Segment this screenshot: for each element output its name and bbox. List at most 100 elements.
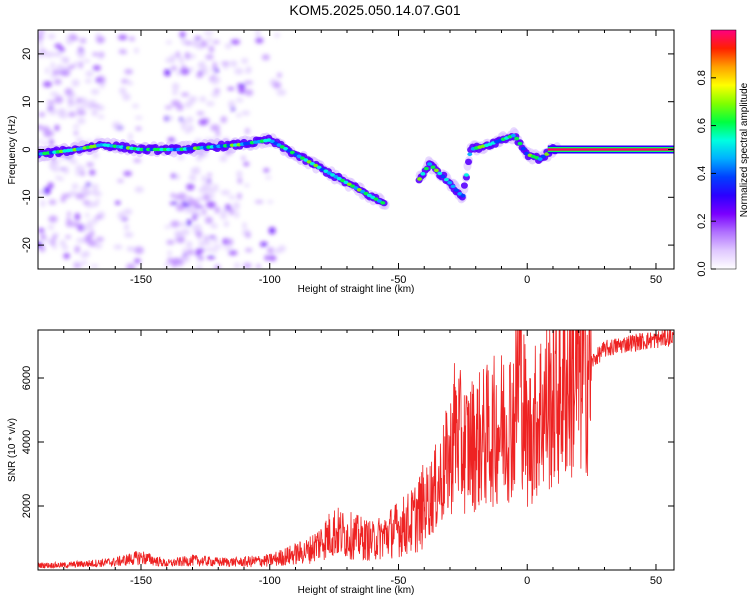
noise-blob bbox=[38, 48, 44, 52]
noise-blob bbox=[92, 65, 101, 71]
noise-blob bbox=[95, 199, 101, 203]
ridge-peak bbox=[537, 157, 543, 161]
snr-series-line bbox=[38, 330, 674, 569]
noise-blob bbox=[86, 162, 94, 167]
noise-blob bbox=[179, 222, 187, 227]
noise-blob bbox=[48, 108, 57, 116]
noise-blob bbox=[87, 220, 93, 228]
noise-blob bbox=[128, 132, 133, 141]
noise-blob bbox=[124, 223, 129, 231]
noise-blob bbox=[188, 54, 196, 59]
ridge-core bbox=[460, 182, 468, 189]
noise-blob bbox=[74, 165, 85, 172]
noise-blob bbox=[167, 116, 174, 121]
noise-blob bbox=[49, 139, 54, 146]
noise-blob bbox=[117, 211, 126, 220]
noise-blob bbox=[65, 235, 71, 239]
snr-xtick-label: -50 bbox=[391, 575, 407, 587]
noise-blob bbox=[84, 78, 92, 84]
noise-blob bbox=[85, 189, 92, 195]
noise-blob bbox=[164, 105, 173, 110]
noise-blob bbox=[63, 166, 70, 175]
noise-blob bbox=[268, 227, 276, 235]
noise-blob bbox=[74, 213, 81, 221]
noise-blob bbox=[236, 170, 243, 178]
noise-blob bbox=[134, 47, 139, 54]
noise-blob bbox=[95, 215, 103, 220]
noise-blob bbox=[90, 88, 100, 95]
noise-blob bbox=[40, 199, 46, 208]
noise-blob bbox=[263, 168, 270, 173]
noise-blob bbox=[89, 169, 96, 176]
colorbar-tick-label: 0.4 bbox=[696, 166, 708, 181]
noise-blob bbox=[242, 222, 247, 229]
noise-blob bbox=[191, 177, 197, 182]
noise-blob bbox=[85, 70, 94, 77]
snr-frame bbox=[37, 329, 675, 571]
noise-blob bbox=[220, 189, 231, 196]
noise-blob bbox=[80, 260, 88, 265]
noise-blob bbox=[50, 61, 55, 70]
noise-blob bbox=[196, 72, 203, 79]
noise-blob bbox=[220, 116, 227, 124]
noise-blob bbox=[194, 205, 204, 209]
ridge-peak bbox=[453, 188, 459, 192]
noise-blob bbox=[46, 238, 53, 244]
noise-blob bbox=[201, 175, 207, 182]
noise-blob bbox=[256, 264, 261, 269]
tone-band-core bbox=[547, 148, 674, 151]
noise-blob bbox=[59, 157, 65, 161]
noise-blob bbox=[43, 129, 52, 138]
noise-blob bbox=[61, 245, 69, 251]
noise-blob bbox=[206, 201, 216, 209]
noise-blob bbox=[60, 68, 71, 77]
noise-blob bbox=[245, 248, 253, 253]
noise-blob bbox=[81, 104, 86, 109]
ridge-peak bbox=[430, 165, 436, 169]
noise-blob bbox=[92, 152, 99, 159]
noise-blob bbox=[169, 201, 179, 205]
noise-blob bbox=[94, 201, 99, 207]
ridge-peak bbox=[520, 146, 526, 151]
noise-blob bbox=[234, 68, 244, 75]
noise-blob bbox=[212, 249, 218, 253]
noise-blob bbox=[45, 67, 50, 75]
snr-xtick-label: 50 bbox=[650, 575, 662, 587]
noise-blob bbox=[180, 92, 190, 97]
noise-blob bbox=[261, 54, 270, 61]
noise-blob bbox=[73, 261, 80, 265]
noise-blob bbox=[210, 124, 221, 132]
noise-blob bbox=[38, 228, 45, 233]
noise-blob bbox=[76, 109, 86, 116]
noise-blob bbox=[181, 124, 186, 131]
snr-ytick-label: 6000 bbox=[21, 366, 33, 390]
noise-blob bbox=[207, 37, 212, 43]
noise-blob bbox=[38, 139, 43, 143]
noise-blob bbox=[51, 69, 62, 76]
noise-blob bbox=[212, 61, 218, 70]
noise-blob bbox=[264, 255, 270, 261]
noise-blob bbox=[54, 43, 62, 49]
figure-title: KOM5.2025.050.14.07.G01 bbox=[289, 2, 460, 18]
noise-blob bbox=[236, 83, 246, 88]
noise-blob bbox=[192, 213, 197, 221]
noise-blob bbox=[184, 51, 190, 59]
colorbar-tick-label: 0.0 bbox=[696, 261, 708, 276]
colorbar-ticks: 0.0 0.2 0.4 0.6 0.8 bbox=[696, 70, 716, 277]
colorbar-tick-label: 0.8 bbox=[696, 70, 708, 85]
noise-blob bbox=[244, 183, 250, 188]
noise-blob bbox=[164, 225, 171, 229]
noise-blob bbox=[175, 51, 180, 59]
noise-blob bbox=[91, 184, 99, 190]
noise-blob bbox=[180, 119, 188, 127]
noise-blob bbox=[79, 171, 86, 176]
noise-blob bbox=[123, 208, 133, 215]
noise-blob bbox=[66, 217, 71, 221]
noise-blob bbox=[124, 232, 134, 238]
noise-blob bbox=[44, 51, 54, 58]
noise-blob bbox=[54, 124, 60, 131]
noise-blob bbox=[166, 239, 175, 245]
noise-blob bbox=[40, 233, 46, 241]
noise-blob bbox=[126, 246, 133, 252]
